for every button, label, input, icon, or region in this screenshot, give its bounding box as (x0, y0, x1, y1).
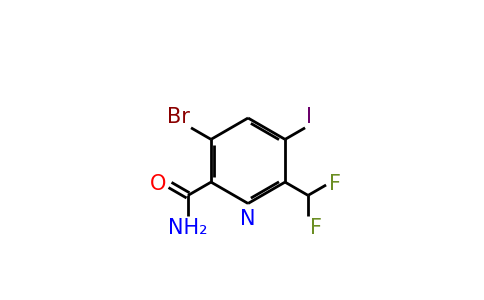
Text: I: I (306, 107, 312, 127)
Text: F: F (310, 218, 322, 238)
Text: NH₂: NH₂ (168, 218, 208, 239)
Text: N: N (240, 208, 256, 229)
Text: Br: Br (167, 107, 190, 127)
Text: O: O (150, 174, 166, 194)
Text: F: F (329, 174, 341, 194)
